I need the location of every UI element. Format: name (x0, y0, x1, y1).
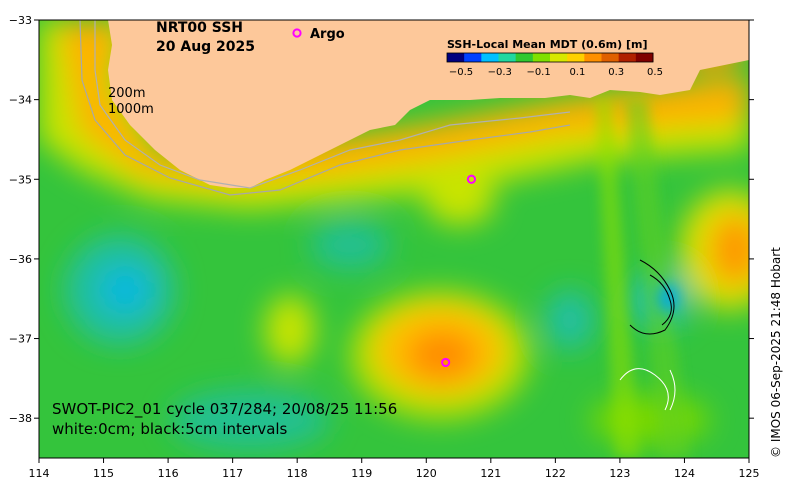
colorbar-swatch (498, 53, 517, 62)
x-tick-label: 116 (158, 467, 179, 480)
x-tick-label: 118 (287, 467, 308, 480)
x-tick-label: 119 (351, 467, 372, 480)
plot-frame (38, 19, 750, 459)
map-title-product: NRT00 SSH (156, 20, 243, 36)
colorbar-swatch (618, 53, 637, 62)
colorbar-swatch (447, 53, 465, 62)
x-axis: 114 115 116 117 118 119 120 121 122 123 124 125 (29, 458, 760, 480)
y-tick-label: −34 (9, 94, 32, 107)
colorbar-tick-label: 0.3 (608, 67, 624, 78)
argo-float-marker (466, 174, 477, 184)
x-tick-label: 121 (480, 467, 501, 480)
colorbar-swatch (481, 53, 499, 62)
x-tick-label: 120 (416, 467, 437, 480)
map-title-date: 20 Aug 2025 (156, 39, 255, 55)
colorbar-swatch (635, 53, 654, 62)
colorbar-swatch (550, 53, 568, 62)
colorbar-tick-label: 0.1 (569, 67, 585, 78)
map-plot-area (39, 20, 749, 458)
colorbar-tick-label: −0.3 (488, 67, 512, 78)
colorbar-tick-label: 0.5 (647, 67, 663, 78)
y-tick-label: −36 (9, 253, 32, 266)
y-axis: −33 −34 −35 −36 −37 −38 (9, 14, 754, 425)
y-tick-label: −37 (9, 333, 32, 346)
colorbar: −0.5 −0.3 −0.1 0.1 0.3 0.5 (446, 52, 663, 78)
isobath-200m (94, 20, 571, 189)
colorbar-tick-label: −0.1 (526, 67, 550, 78)
colorbar-swatch (532, 53, 551, 62)
y-tick-label: −33 (9, 14, 32, 27)
isobath-1000m-label: 1000m (108, 102, 154, 117)
imos-credit: © IMOS 06-Sep-2025 21:48 Hobart (769, 247, 783, 458)
y-tick-label: −38 (9, 412, 32, 425)
x-tick-label: 122 (545, 467, 566, 480)
colorbar-tick-label: −0.5 (449, 67, 473, 78)
colorbar-swatch (584, 53, 602, 62)
x-tick-label: 114 (29, 467, 50, 480)
colorbar-title: SSH-Local Mean MDT (0.6m) [m] (447, 38, 647, 51)
swot-swaths (595, 100, 690, 458)
argo-legend-label: Argo (310, 27, 345, 42)
colorbar-swatch (567, 53, 585, 62)
swot-contours (619, 259, 676, 411)
argo-floats (441, 174, 477, 368)
isobath-200m-label: 200m (108, 86, 145, 101)
colorbar-frame (446, 52, 654, 63)
x-tick-label: 117 (222, 467, 243, 480)
x-tick-label: 123 (609, 467, 630, 480)
argo-legend-marker (292, 28, 302, 38)
colorbar-swatch (601, 53, 620, 62)
swot-annotation-line1: SWOT-PIC2_01 cycle 037/284; 20/08/25 11:… (52, 400, 397, 419)
y-tick-label: −35 (9, 173, 32, 186)
swot-annotation-line2: white:0cm; black:5cm intervals (52, 420, 288, 438)
colorbar-swatch (515, 53, 534, 62)
colorbar-swatch (464, 53, 482, 62)
argo-float-marker (441, 357, 451, 368)
x-tick-label: 124 (674, 467, 695, 480)
isobath-1000m (79, 20, 571, 196)
x-tick-label: 125 (739, 467, 760, 480)
x-tick-label: 115 (93, 467, 114, 480)
